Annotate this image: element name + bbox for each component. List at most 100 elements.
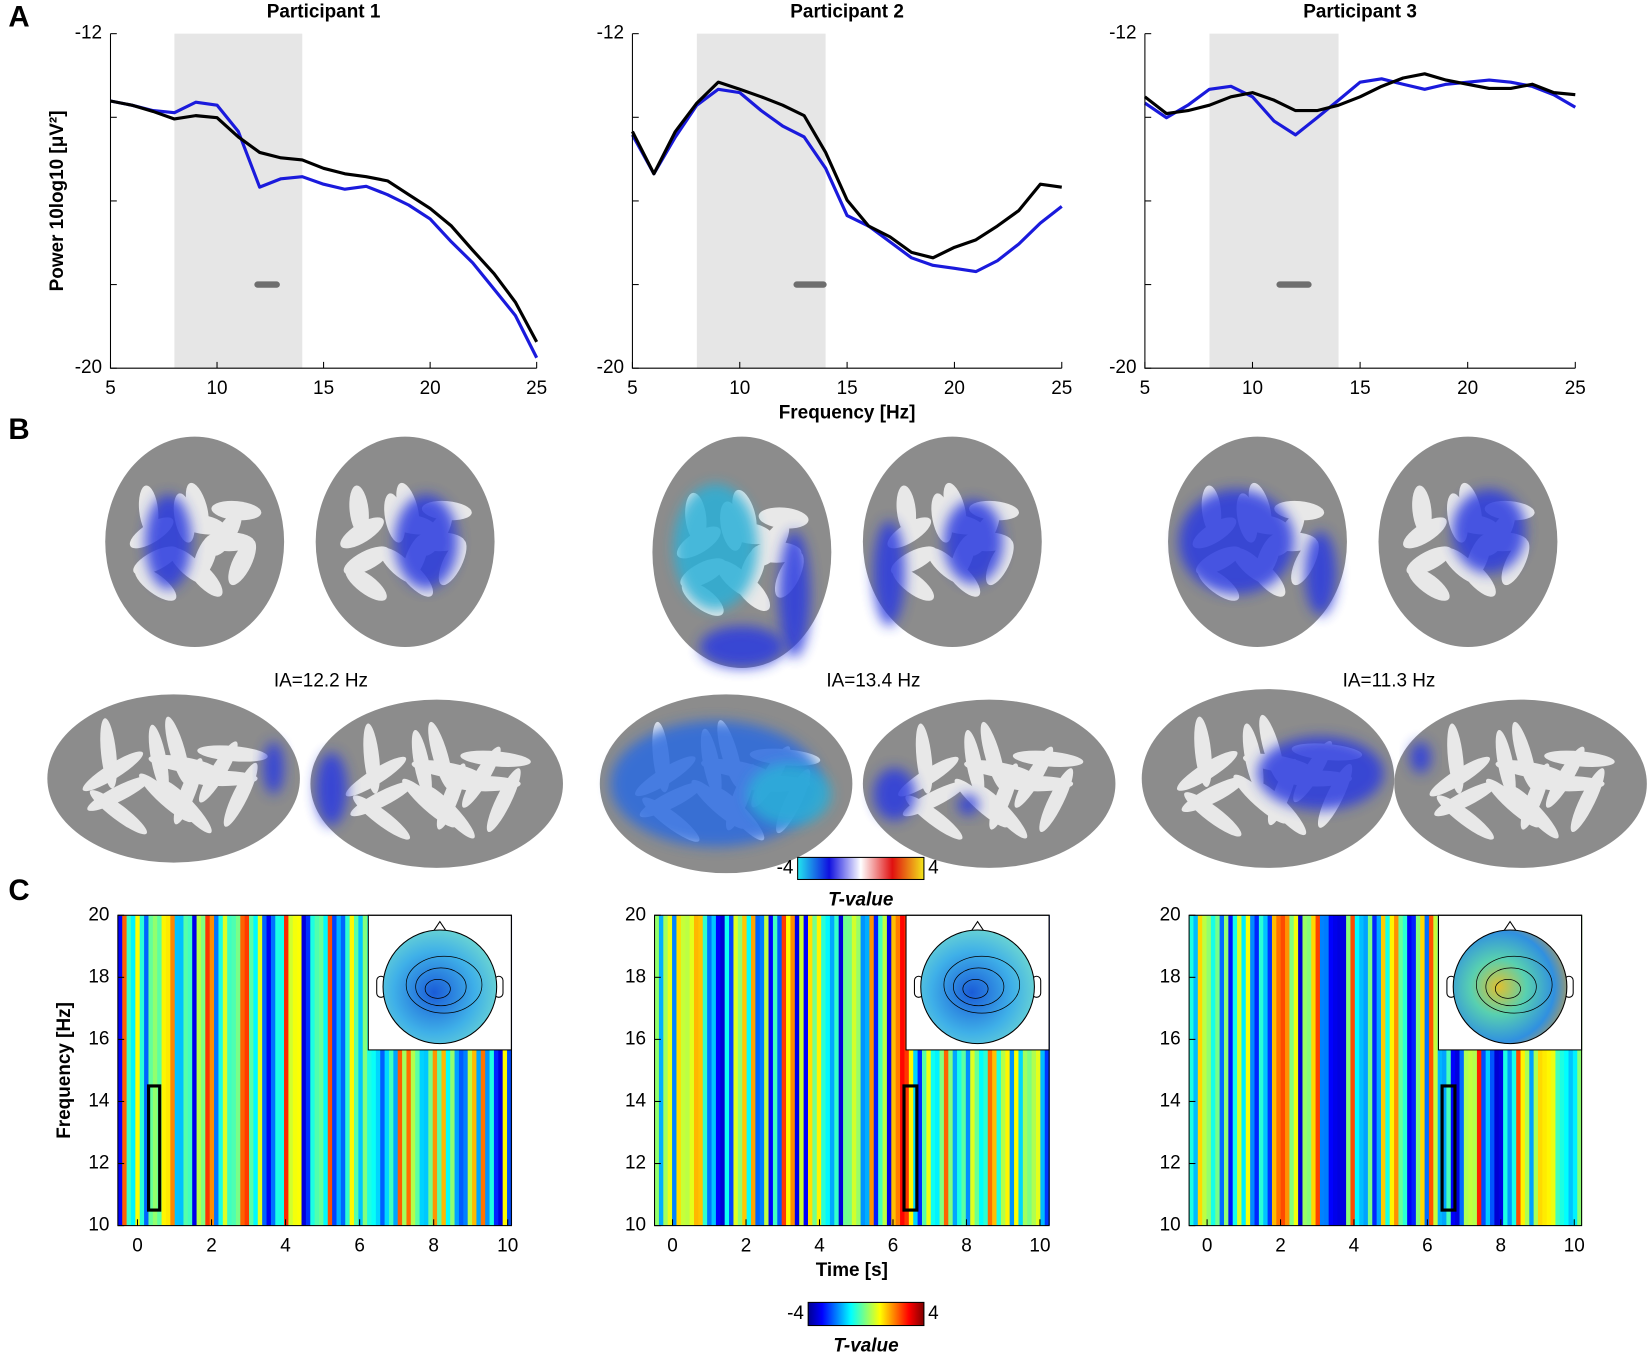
heatmap-cell	[200, 915, 206, 1226]
brain-renders	[47, 436, 1647, 874]
heatmap-cell	[759, 915, 765, 1226]
gyrus	[185, 557, 223, 597]
y-tick-label: -12	[1109, 23, 1136, 44]
heatmap-cell	[1559, 915, 1565, 1226]
heatmap-cell	[1524, 915, 1530, 1226]
heatmap-cell	[135, 915, 141, 1226]
heatmap-cell	[904, 915, 910, 1226]
heatmap-cell	[829, 915, 835, 1226]
gyrus	[902, 781, 967, 817]
heatmap-cell	[1363, 915, 1369, 1226]
x-tick-label: 20	[944, 378, 965, 399]
heatmap-cell	[777, 915, 783, 1226]
heatmap-cell	[680, 915, 686, 1226]
heatmap-cell	[864, 915, 871, 1226]
y-tick-label: 18	[1160, 966, 1181, 987]
heatmap-cell	[1031, 915, 1037, 1226]
heatmap-cell	[1267, 915, 1273, 1226]
heatmap-cell	[1258, 915, 1264, 1226]
chart-title: Participant 3	[1303, 2, 1417, 23]
x-tick-label: 5	[1140, 378, 1151, 399]
gyrus	[134, 567, 177, 601]
brain	[1394, 699, 1647, 868]
heatmap-cell	[1372, 915, 1378, 1226]
heatmap-cell	[965, 915, 971, 1226]
heatmap-cell	[764, 915, 770, 1226]
heatmap-cell	[847, 915, 853, 1226]
x-tick-label: 4	[814, 1236, 825, 1257]
x-tick-label: 10	[1242, 378, 1263, 399]
heatmap-cell	[144, 915, 150, 1226]
heatmap-cell	[362, 915, 368, 1226]
heatmap-cell	[917, 915, 923, 1226]
heatmap-cell	[1232, 915, 1238, 1226]
heatmap-cell	[205, 915, 211, 1226]
x-tick-label: 10	[207, 378, 228, 399]
heatmap-cell	[1350, 915, 1356, 1226]
heatmap-cell	[445, 915, 451, 1226]
heatmap-cell	[1420, 915, 1426, 1226]
heatmap-cell	[1437, 915, 1443, 1226]
heatmap-cell	[1564, 915, 1570, 1226]
heatmap-cell	[192, 915, 198, 1226]
heatmap-cell	[943, 915, 949, 1226]
heatmap-cell	[667, 915, 673, 1226]
heatmap-cell	[1027, 915, 1033, 1226]
heatmap-cell	[786, 915, 792, 1226]
data-line	[1143, 72, 1576, 116]
heatmap-cell	[1328, 915, 1334, 1226]
heatmap-cell	[1520, 915, 1526, 1226]
y-tick-label: 10	[1160, 1215, 1181, 1236]
gyrus	[977, 785, 1028, 839]
plot-frame	[1188, 914, 1583, 1227]
heatmap-cell	[957, 915, 963, 1226]
heatmap-cell	[266, 915, 272, 1226]
heatmap-cell	[1577, 915, 1583, 1226]
y-tick-label: -12	[597, 23, 624, 44]
y-tick-label: 12	[88, 1153, 109, 1174]
heatmap-cell	[1197, 915, 1203, 1226]
gyrus	[1406, 546, 1452, 575]
heatmap-cell	[1433, 915, 1439, 1226]
heatmap-cell	[397, 915, 403, 1226]
data-line	[631, 87, 1063, 274]
data-line	[110, 99, 539, 343]
heatmap-cell	[388, 915, 394, 1226]
activation	[673, 483, 758, 611]
heatmap-cell	[476, 915, 482, 1226]
gyrus	[425, 785, 475, 839]
heatmap-cell	[737, 915, 743, 1226]
activation	[747, 762, 832, 826]
heatmap-cell	[174, 915, 180, 1226]
heatmap-cell	[235, 915, 241, 1226]
heatmap-cell	[345, 915, 351, 1226]
x-tick-label: 4	[280, 1236, 291, 1257]
plot-frame	[117, 914, 512, 1227]
heatmap-cell	[1237, 915, 1243, 1226]
heatmap-cell	[1022, 915, 1028, 1226]
heatmap-cell	[423, 915, 429, 1226]
gyrus	[1458, 557, 1496, 597]
x-tick-label: 8	[428, 1236, 439, 1257]
heatmap-cell	[882, 915, 888, 1226]
heatmap-cell	[1337, 915, 1343, 1226]
heatmap-cell	[319, 915, 325, 1226]
heatmap-cell	[336, 915, 342, 1226]
topo-contour	[1494, 979, 1521, 999]
topo-contour	[953, 967, 1005, 1007]
heatmap-cell	[1241, 915, 1247, 1226]
topo-contour	[962, 979, 989, 999]
topo-contour	[943, 955, 1021, 1014]
activation	[957, 794, 979, 816]
gyrus	[148, 754, 219, 775]
heatmap-cell	[1446, 915, 1452, 1226]
activation	[145, 494, 192, 590]
heatmap-cell	[1210, 915, 1216, 1226]
gyrus	[1509, 785, 1559, 839]
gyrus	[954, 778, 1009, 828]
x-tick-label: 15	[313, 378, 334, 399]
heatmap-cell	[253, 915, 259, 1226]
x-tick-label: 6	[1422, 1236, 1433, 1257]
heatmap-cell	[244, 915, 250, 1226]
heatmap-cell	[1503, 915, 1509, 1226]
